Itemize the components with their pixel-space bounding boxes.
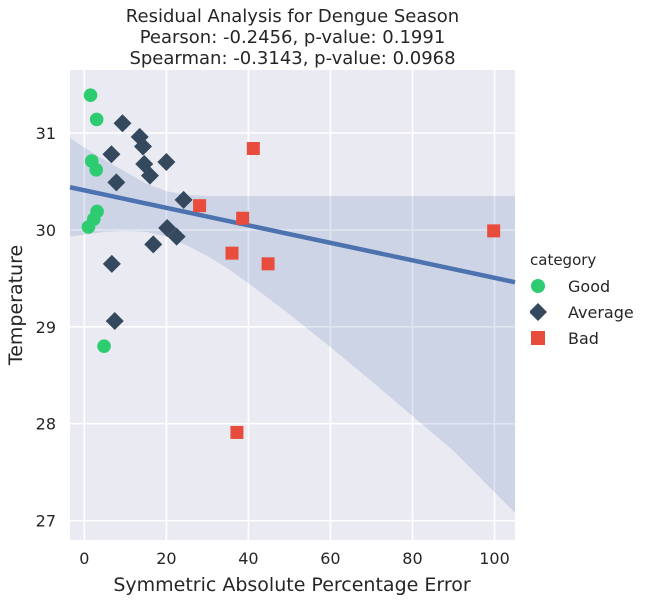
y-tick-label: 30 xyxy=(36,221,56,240)
data-points xyxy=(81,88,501,439)
point-average xyxy=(102,145,121,164)
regression-line xyxy=(69,185,516,285)
legend-item-good: Good xyxy=(530,276,610,296)
legend-item-bad: Bad xyxy=(530,328,599,348)
y-tick-label: 28 xyxy=(36,415,56,434)
legend-label-bad: Bad xyxy=(568,328,599,348)
point-average xyxy=(140,166,159,185)
point-average xyxy=(158,218,177,237)
point-average xyxy=(167,227,186,246)
x-tick-label: 80 xyxy=(402,549,422,568)
legend-marker-good xyxy=(530,276,554,296)
y-tick-label: 31 xyxy=(36,124,56,143)
legend-title: category xyxy=(530,251,597,269)
x-tick-labels: 0 20 40 60 80 100 xyxy=(79,549,510,568)
x-tick-label: 0 xyxy=(79,549,89,568)
point-average xyxy=(174,190,193,209)
confidence-band xyxy=(70,137,515,513)
x-tick-label: 20 xyxy=(156,549,176,568)
point-average xyxy=(144,235,163,254)
point-bad xyxy=(225,246,239,260)
chart-title-line-2: Pearson: -0.2456, p-value: 0.1991 xyxy=(139,27,446,48)
point-bad xyxy=(193,199,207,213)
point-good xyxy=(83,88,98,102)
point-bad xyxy=(261,257,275,271)
x-axis-label: Symmetric Absolute Percentage Error xyxy=(113,574,471,596)
legend-item-average: Average xyxy=(529,302,634,322)
point-average xyxy=(113,114,132,133)
point-good xyxy=(97,339,111,353)
legend-marker-bad xyxy=(530,328,554,348)
x-tick-label: 60 xyxy=(320,549,340,568)
chart-title-line-3: Spearman: -0.3143, p-value: 0.0968 xyxy=(129,48,456,69)
legend-label-average: Average xyxy=(568,302,634,322)
legend-label-good: Good xyxy=(568,276,611,296)
point-bad xyxy=(246,141,260,155)
legend-marker-average xyxy=(529,302,554,322)
point-good xyxy=(89,163,104,177)
point-bad xyxy=(230,425,244,439)
regression-line-group xyxy=(69,185,516,285)
point-bad xyxy=(487,224,501,238)
point-average xyxy=(134,137,153,156)
point-average xyxy=(105,311,124,330)
x-tick-label: 40 xyxy=(238,549,258,568)
y-tick-label: 27 xyxy=(36,512,56,531)
y-tick-label: 29 xyxy=(36,318,56,337)
point-good xyxy=(89,112,104,127)
x-tick-label: 100 xyxy=(479,549,510,568)
point-average xyxy=(107,173,126,192)
point-average xyxy=(157,153,176,172)
confidence-band-area xyxy=(70,137,515,513)
point-average xyxy=(102,254,121,273)
point-good xyxy=(81,220,96,234)
y-axis-label: Temperature xyxy=(5,245,27,366)
chart-title-line-1: Residual Analysis for Dengue Season xyxy=(125,6,460,27)
point-bad xyxy=(236,211,250,225)
y-tick-labels: 27 28 29 30 31 xyxy=(36,124,56,531)
